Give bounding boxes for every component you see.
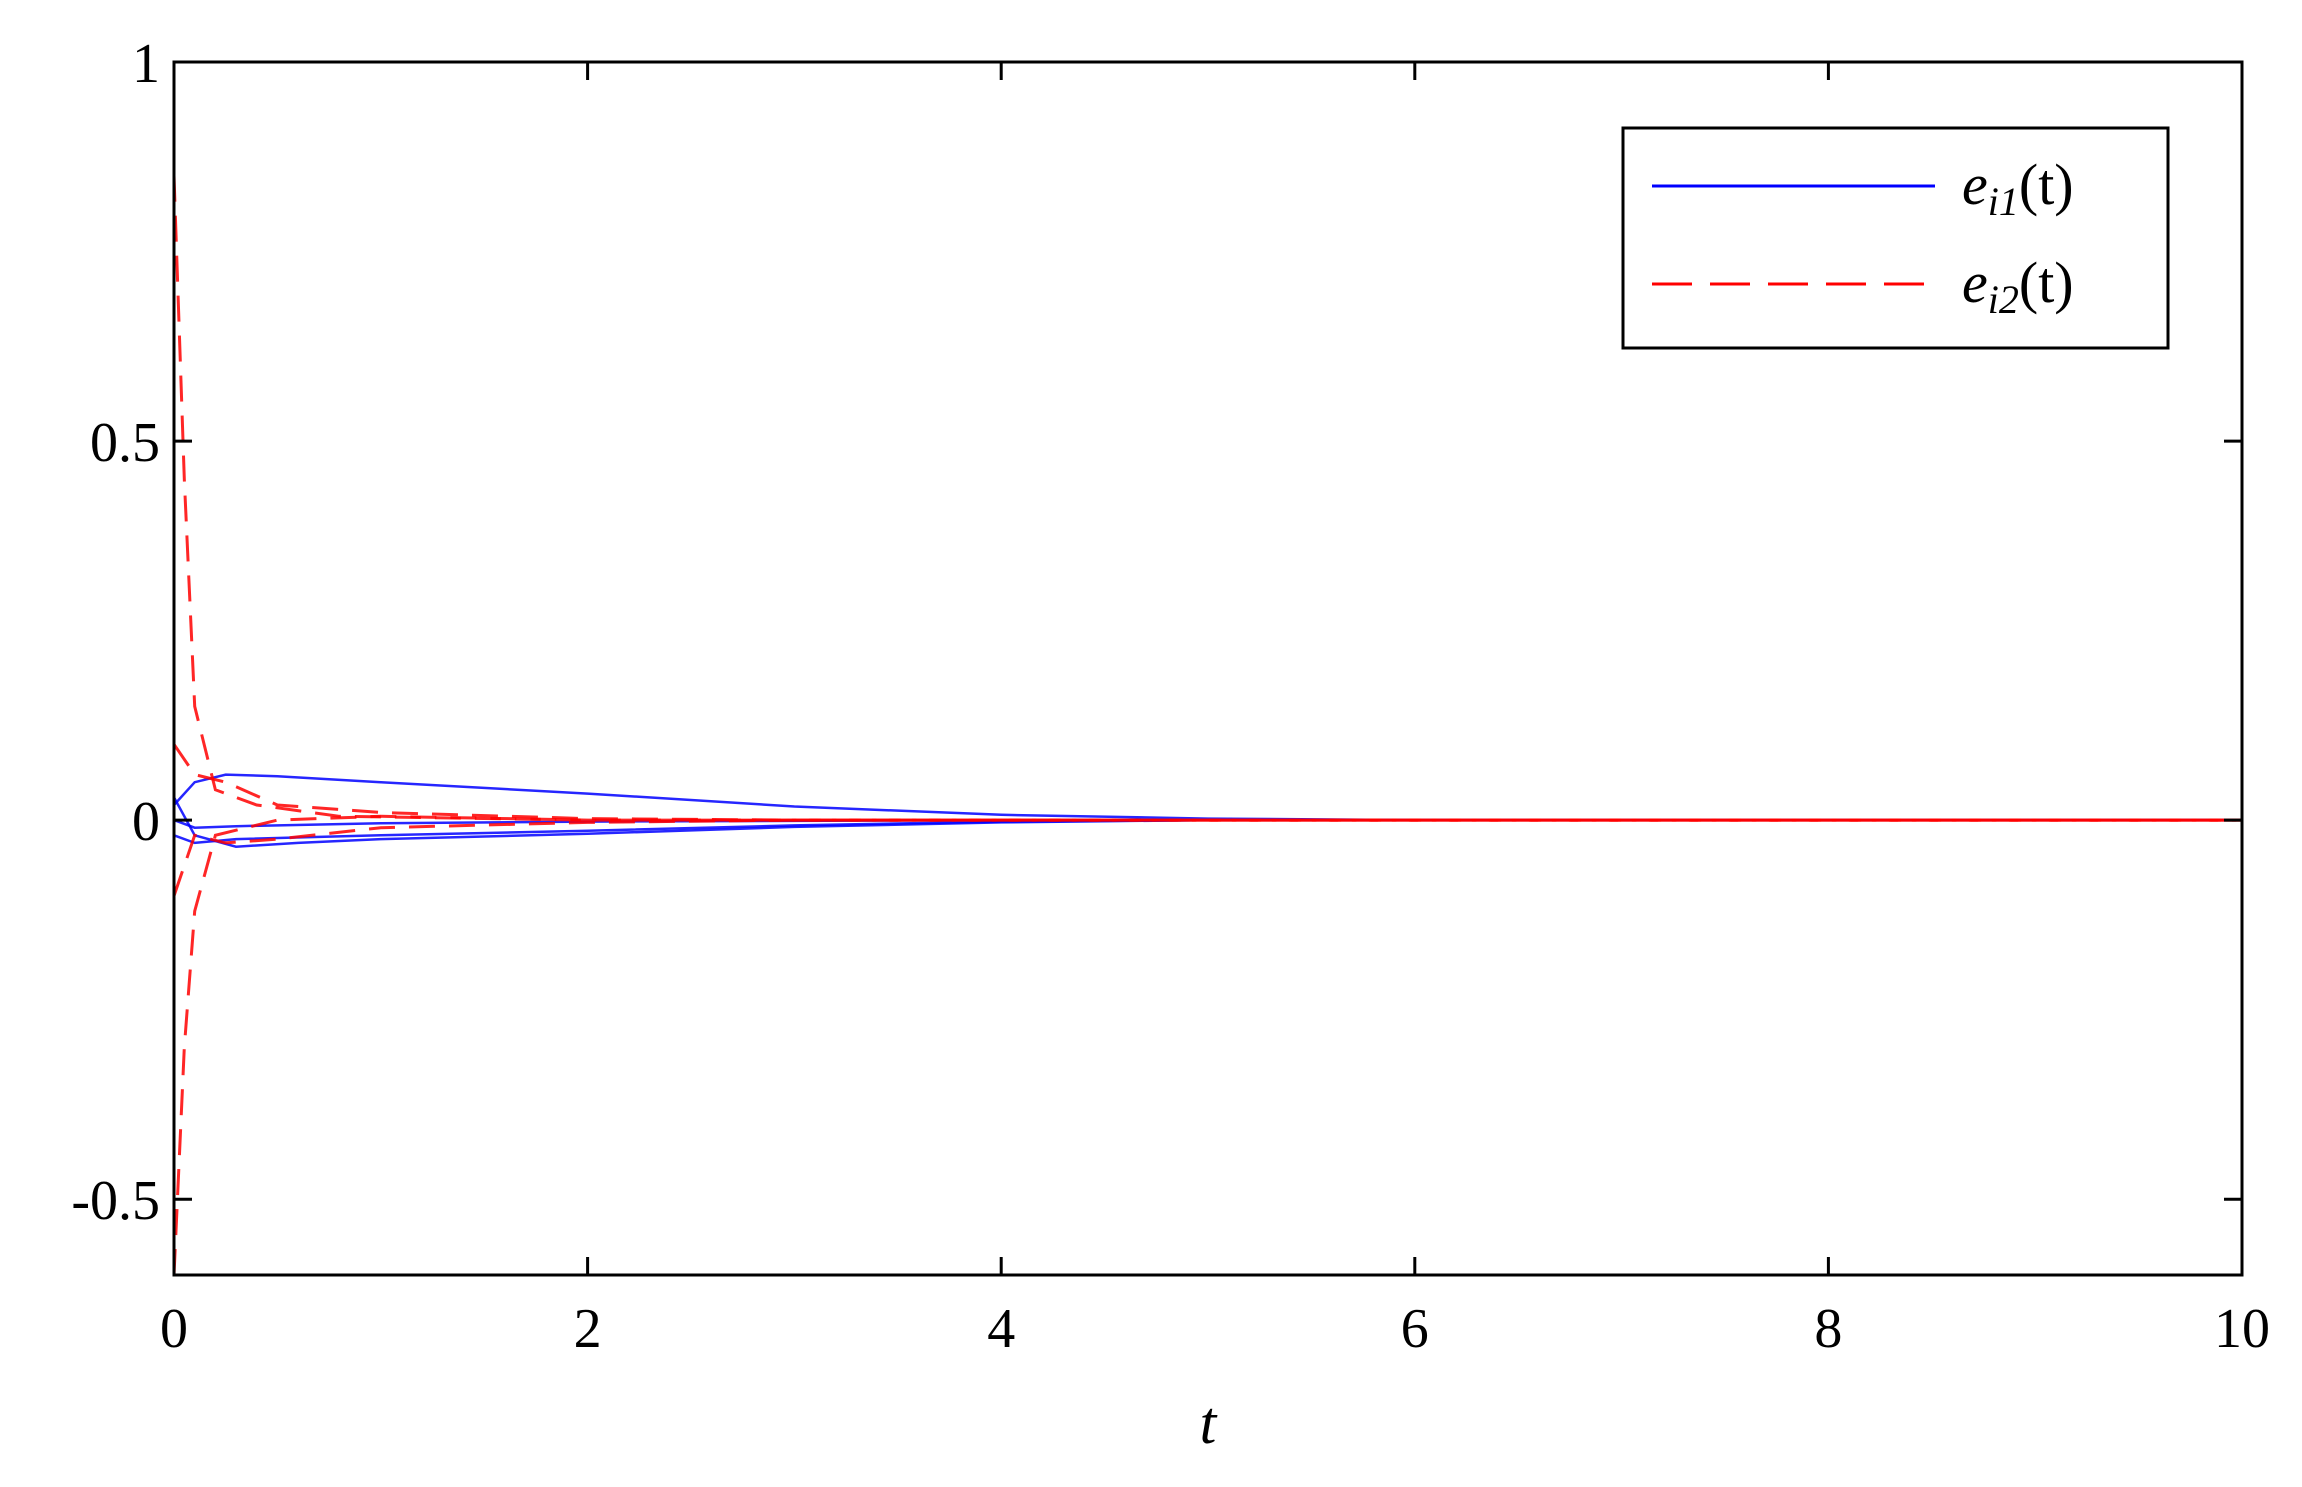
x-tick-label: 10 bbox=[2214, 1298, 2270, 1360]
legend-box bbox=[1621, 126, 2170, 350]
y-tick-label: 1 bbox=[132, 33, 160, 95]
x-tick-label: 6 bbox=[1401, 1298, 1429, 1360]
legend-label-e-i2-tail: (t) bbox=[2019, 250, 2074, 315]
y-tick-label: -0.5 bbox=[71, 1170, 160, 1232]
legend-label-e-i1-base: e bbox=[1962, 152, 1988, 217]
x-axis-label: t bbox=[1200, 1390, 1218, 1456]
legend: ei1(t) ei2(t) bbox=[1621, 126, 2170, 350]
y-tick-label: 0 bbox=[132, 791, 160, 853]
series-line-e-i2-6 bbox=[172, 814, 2242, 1276]
y-tick-label: 0.5 bbox=[90, 412, 160, 474]
x-tick-label: 0 bbox=[160, 1298, 188, 1360]
x-tick-label: 2 bbox=[574, 1298, 602, 1360]
legend-label-e-i1-tail: (t) bbox=[2019, 152, 2074, 217]
legend-label-e-i1: ei1(t) bbox=[1962, 152, 2074, 224]
legend-label-e-i2: ei2(t) bbox=[1962, 250, 2074, 322]
series-line-e-i2-5 bbox=[172, 175, 2242, 822]
x-tick-label: 8 bbox=[1814, 1298, 1842, 1360]
legend-label-e-i1-sub: i1 bbox=[1988, 179, 2019, 224]
legend-label-e-i2-sub: i2 bbox=[1988, 277, 2019, 322]
x-tick-label: 4 bbox=[987, 1298, 1015, 1360]
legend-label-e-i2-base: e bbox=[1962, 250, 1988, 315]
ticks-layer: 0 2 4 6 8 10 -0.5 0 0.5 1 bbox=[71, 33, 2270, 1360]
plot-frame bbox=[172, 60, 2244, 1277]
series-line-e-i2-7 bbox=[172, 743, 2242, 822]
series-layer bbox=[172, 175, 2242, 1276]
